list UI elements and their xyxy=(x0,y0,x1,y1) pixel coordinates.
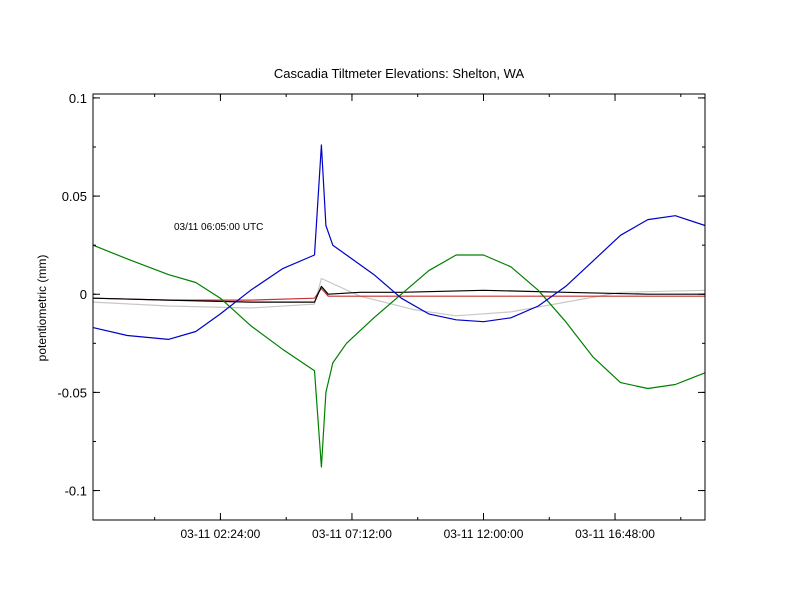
series-line-3 xyxy=(92,287,705,301)
y-tick-label: -0.1 xyxy=(65,484,87,499)
series-line-0 xyxy=(92,144,706,340)
annotation-label: 03/11 06:05:00 UTC xyxy=(174,222,263,233)
y-tick-label: 0 xyxy=(80,287,87,302)
series-layer xyxy=(92,144,706,468)
ticks-layer: 0.1 0.05 0 -0.05 -0.1 03-11 02:24:00 03-11 07:… xyxy=(57,91,705,541)
x-tick-label: 03-11 02:24:00 xyxy=(180,527,260,541)
series-line-1 xyxy=(92,244,706,468)
series-line-4 xyxy=(92,277,706,317)
x-tick-label: 03-11 07:12:00 xyxy=(312,527,392,541)
y-tick-label: -0.05 xyxy=(57,385,87,400)
y-tick-label: 0.1 xyxy=(69,91,87,106)
plot-frame xyxy=(92,93,706,521)
y-tick-label: 0.05 xyxy=(62,189,87,204)
x-tick-label: 03-11 16:48:00 xyxy=(575,527,655,541)
chart-title: Cascadia Tiltmeter Elevations: Shelton, … xyxy=(274,66,525,81)
y-axis-label: potentiometric (mm) xyxy=(35,255,49,362)
x-tick-label: 03-11 12:00:00 xyxy=(444,527,524,541)
